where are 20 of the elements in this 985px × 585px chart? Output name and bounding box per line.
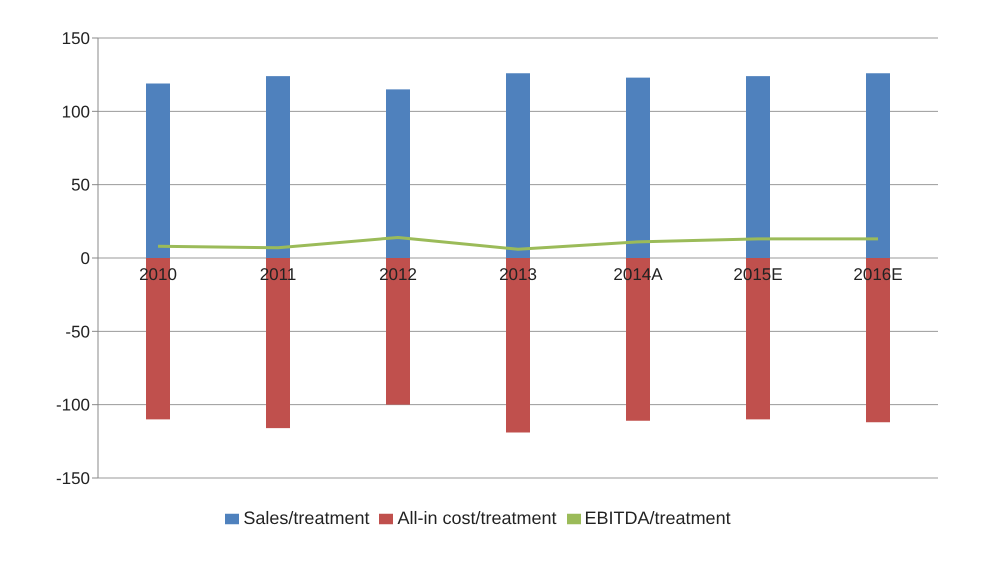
bar <box>266 76 290 258</box>
bar <box>386 89 410 258</box>
bar <box>626 78 650 258</box>
y-tick-label: 0 <box>80 249 90 268</box>
x-tick-label: 2015E <box>733 265 783 284</box>
bar <box>506 73 530 258</box>
bar <box>146 83 170 258</box>
y-tick-label: 100 <box>62 102 90 122</box>
y-tick-label: 50 <box>71 176 90 195</box>
bar <box>746 76 770 258</box>
y-tick-label: -50 <box>65 322 90 342</box>
legend-label: Sales/treatment <box>243 508 370 528</box>
y-tick-label: -100 <box>56 396 90 415</box>
y-tick-label: -150 <box>56 469 90 488</box>
legend-label: EBITDA/treatment <box>584 508 731 528</box>
line-series <box>156 236 880 251</box>
bar <box>866 73 890 258</box>
y-tick-label: 150 <box>62 29 90 48</box>
legend-label: All-in cost/treatment <box>397 508 557 528</box>
x-tick-label: 2016E <box>853 265 903 284</box>
